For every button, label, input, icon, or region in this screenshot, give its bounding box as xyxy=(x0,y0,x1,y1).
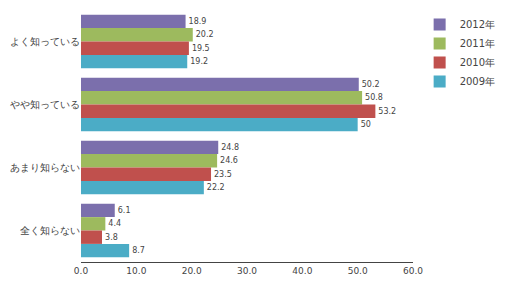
svg-text:50.8: 50.8 xyxy=(365,93,383,102)
svg-text:8.7: 8.7 xyxy=(132,246,145,255)
svg-text:4.4: 4.4 xyxy=(108,219,121,228)
svg-text:23.5: 23.5 xyxy=(214,170,232,179)
svg-text:19.2: 19.2 xyxy=(190,57,208,66)
svg-text:24.6: 24.6 xyxy=(220,156,238,165)
svg-text:よく知っている: よく知っている xyxy=(10,36,80,47)
svg-text:あまり知らない: あまり知らない xyxy=(10,162,80,173)
svg-text:20.2: 20.2 xyxy=(196,30,214,39)
svg-text:2011年: 2011年 xyxy=(460,38,495,49)
svg-text:40.0: 40.0 xyxy=(292,266,312,276)
svg-text:60.0: 60.0 xyxy=(403,266,423,276)
svg-text:30.0: 30.0 xyxy=(237,266,257,276)
svg-text:20.0: 20.0 xyxy=(182,266,202,276)
svg-text:6.1: 6.1 xyxy=(118,206,131,215)
svg-text:3.8: 3.8 xyxy=(105,233,118,242)
svg-text:0.0: 0.0 xyxy=(74,266,89,276)
svg-text:50.0: 50.0 xyxy=(348,266,368,276)
svg-text:18.9: 18.9 xyxy=(189,17,207,26)
svg-text:2010年: 2010年 xyxy=(460,57,495,68)
svg-text:全く知らない: 全く知らない xyxy=(20,225,80,236)
svg-text:やや知っている: やや知っている xyxy=(10,99,80,110)
svg-text:53.2: 53.2 xyxy=(378,107,396,116)
svg-text:10.0: 10.0 xyxy=(126,266,146,276)
svg-text:2009年: 2009年 xyxy=(460,76,495,87)
svg-text:50.2: 50.2 xyxy=(362,80,380,89)
svg-text:19.5: 19.5 xyxy=(192,44,210,53)
svg-text:22.2: 22.2 xyxy=(207,183,225,192)
svg-text:2012年: 2012年 xyxy=(460,19,495,30)
svg-text:24.8: 24.8 xyxy=(221,143,239,152)
svg-text:50: 50 xyxy=(361,120,371,129)
